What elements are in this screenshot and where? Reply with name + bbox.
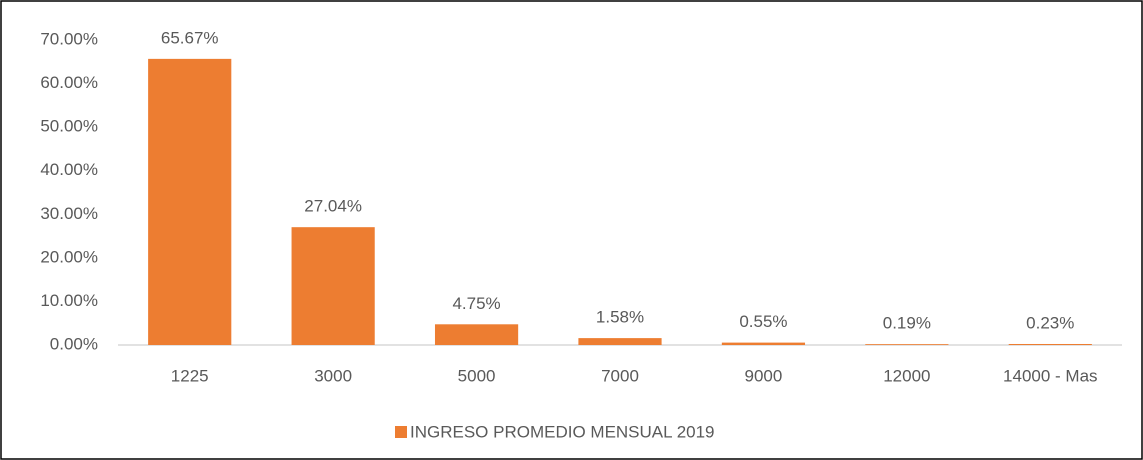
y-tick-label: 20.00% [40,247,98,266]
x-tick-label: 14000 - Mas [1003,366,1098,385]
y-tick-label: 0.00% [50,334,98,353]
data-label: 65.67% [161,28,219,47]
x-tick-label: 7000 [601,366,639,385]
bar [434,324,519,345]
legend-swatch [395,426,407,438]
data-label: 0.19% [883,314,931,333]
data-label: 27.04% [304,197,362,216]
x-tick-label: 3000 [314,366,352,385]
bar [578,338,662,345]
x-tick-label: 1225 [171,366,209,385]
data-label: 0.55% [739,312,787,331]
bar [721,342,806,345]
y-tick-label: 50.00% [40,117,98,136]
x-tick-label: 12000 [883,366,930,385]
y-tick-label: 30.00% [40,204,98,223]
y-tick-label: 60.00% [40,73,98,92]
bar [865,344,949,345]
data-label: 0.23% [1026,313,1074,332]
data-label: 1.58% [596,308,644,327]
x-tick-label: 9000 [745,366,783,385]
bar [291,227,375,345]
bar [148,58,232,346]
y-tick-label: 40.00% [40,160,98,179]
y-tick-label: 70.00% [40,29,98,48]
x-tick-label: 5000 [458,366,496,385]
data-label: 4.75% [452,294,500,313]
legend-label: INGRESO PROMEDIO MENSUAL 2019 [410,422,715,441]
y-tick-label: 10.00% [40,291,98,310]
bar [1008,343,1092,345]
